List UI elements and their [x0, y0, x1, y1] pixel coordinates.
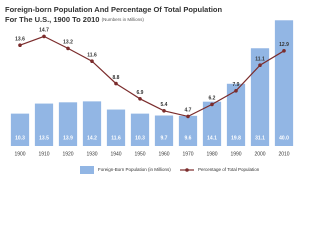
line-point [186, 114, 190, 119]
percent-label: 8.8 [113, 75, 120, 81]
percent-label: 6.2 [209, 96, 216, 102]
x-tick-label: 1940 [110, 151, 121, 157]
x-tick-label: 1970 [182, 151, 193, 157]
value-label: 19.8 [231, 135, 241, 141]
value-label: 11.6 [111, 135, 121, 141]
legend-label: Foreign-Born Population (in Millions) [98, 167, 171, 172]
x-tick-label: 2000 [254, 151, 265, 157]
line-point [138, 97, 142, 101]
bar [82, 101, 102, 146]
bar [178, 115, 198, 146]
bar [250, 48, 270, 146]
line-point [18, 43, 22, 47]
x-tick-label: 1900 [14, 151, 25, 157]
line-point [282, 49, 286, 53]
value-label: 40.0 [279, 135, 289, 141]
chart: Foreign-born Population And Percentage O… [5, 5, 294, 174]
percent-label: 12.9 [279, 42, 289, 48]
line-point [114, 81, 118, 86]
value-label: 10.3 [15, 135, 25, 141]
chart-title: For The U.S., 1900 To 2010 (Numbers in M… [5, 15, 144, 24]
line-point [234, 89, 238, 93]
percent-label: 14.7 [39, 28, 49, 34]
line [19, 35, 285, 118]
bar [58, 102, 78, 146]
percent-label: 7.9 [233, 82, 240, 88]
value-label: 9.6 [185, 135, 192, 141]
line-point [90, 59, 94, 63]
title-line: For The U.S., 1900 To 2010 [5, 15, 99, 24]
value-label: 14.2 [87, 135, 97, 141]
x-tick-label: 1990 [230, 151, 241, 157]
percent-label: 13.6 [15, 37, 25, 43]
percent-label: 11.1 [255, 57, 265, 63]
x-tick-label: 1980 [206, 151, 217, 157]
bar [226, 83, 246, 146]
legend-swatch [185, 168, 189, 172]
bar [274, 20, 294, 147]
x-tick-label: 2010 [278, 151, 289, 157]
subtitle: (Numbers in Millions) [102, 17, 145, 22]
bar [106, 109, 126, 146]
bar [34, 103, 54, 146]
percent-label: 5.4 [161, 102, 168, 108]
value-label: 31.1 [255, 135, 265, 141]
percent-label: 4.7 [185, 108, 192, 114]
percent-label: 11.6 [87, 53, 97, 59]
x-tick-label: 1960 [158, 151, 169, 157]
legend-label: Percentage of Total Population [198, 167, 260, 172]
line-point [42, 34, 46, 39]
line-point [66, 46, 70, 51]
x-tick-label: 1950 [134, 151, 145, 157]
legend-swatch [80, 166, 94, 174]
bar [202, 101, 222, 146]
chart-title: Foreign-born Population And Percentage O… [5, 5, 222, 14]
value-label: 10.3 [135, 135, 145, 141]
bar [154, 115, 174, 146]
x-tick-label: 1910 [38, 151, 49, 157]
value-label: 13.9 [63, 135, 73, 141]
bar [130, 113, 150, 146]
value-label: 9.7 [161, 135, 168, 141]
bar [10, 113, 30, 146]
percent-label: 6.9 [137, 90, 144, 96]
value-label: 14.1 [207, 135, 217, 141]
x-tick-label: 1930 [86, 151, 97, 157]
line-point [258, 63, 262, 67]
x-tick-label: 1920 [62, 151, 73, 157]
value-label: 13.5 [39, 135, 49, 141]
percent-label: 13.2 [63, 40, 73, 46]
line-point [162, 109, 166, 113]
line-point [210, 102, 214, 107]
